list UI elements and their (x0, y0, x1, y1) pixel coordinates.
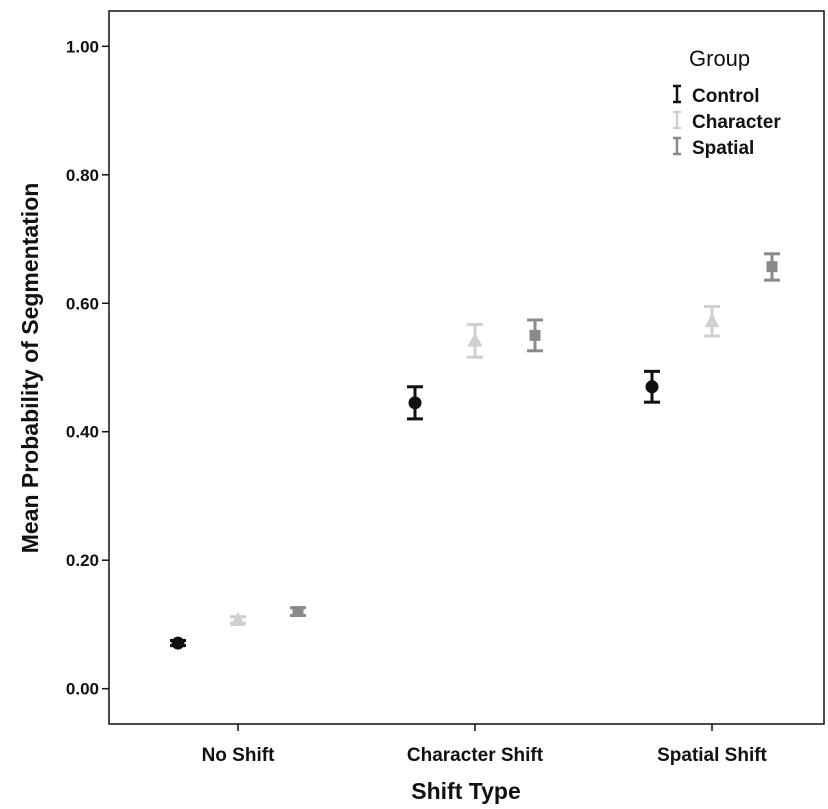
triangle-marker (467, 332, 483, 347)
legend: Group Control Character Spatial (673, 46, 781, 159)
triangle-marker (230, 611, 246, 626)
legend-errorbar-icon (673, 84, 681, 104)
legend-label: Spatial (692, 138, 754, 159)
series-character (230, 304, 720, 626)
y-axis-title: Mean Probability of Segmentation (17, 183, 43, 554)
x-axis: No Shift Character Shift Spatial Shift (202, 724, 768, 766)
legend-title: Group (689, 46, 750, 71)
x-axis-title: Shift Type (411, 778, 520, 804)
series-layer (170, 252, 780, 650)
legend-errorbar-icon (673, 110, 681, 130)
legend-label: Control (692, 86, 760, 107)
y-tick-label: 0.80 (66, 166, 99, 185)
legend-errorbar-icon (673, 136, 681, 156)
plot-frame (108, 10, 825, 725)
legend-item-spatial: Spatial (673, 136, 754, 159)
circle-marker (171, 636, 185, 650)
x-tick-label: Spatial Shift (657, 745, 767, 766)
triangle-marker (704, 313, 720, 328)
x-tick-label: No Shift (202, 745, 275, 766)
circle-marker (408, 396, 422, 410)
square-marker (529, 329, 541, 341)
y-tick-label: 1.00 (66, 37, 99, 56)
legend-item-character: Character (673, 110, 781, 133)
series-spatial (290, 252, 780, 618)
circle-marker (645, 380, 659, 394)
square-marker (292, 606, 304, 618)
legend-label: Character (692, 112, 781, 133)
y-tick-label: 0.00 (66, 680, 99, 699)
series-control (170, 369, 660, 650)
square-marker (766, 261, 778, 273)
y-axis: 0.00 0.20 0.40 0.60 0.80 1.00 (66, 37, 109, 699)
y-tick-label: 0.40 (66, 423, 99, 442)
legend-item-control: Control (673, 84, 760, 107)
y-tick-label: 0.60 (66, 294, 99, 313)
y-tick-label: 0.20 (66, 551, 99, 570)
x-tick-label: Character Shift (407, 745, 544, 766)
